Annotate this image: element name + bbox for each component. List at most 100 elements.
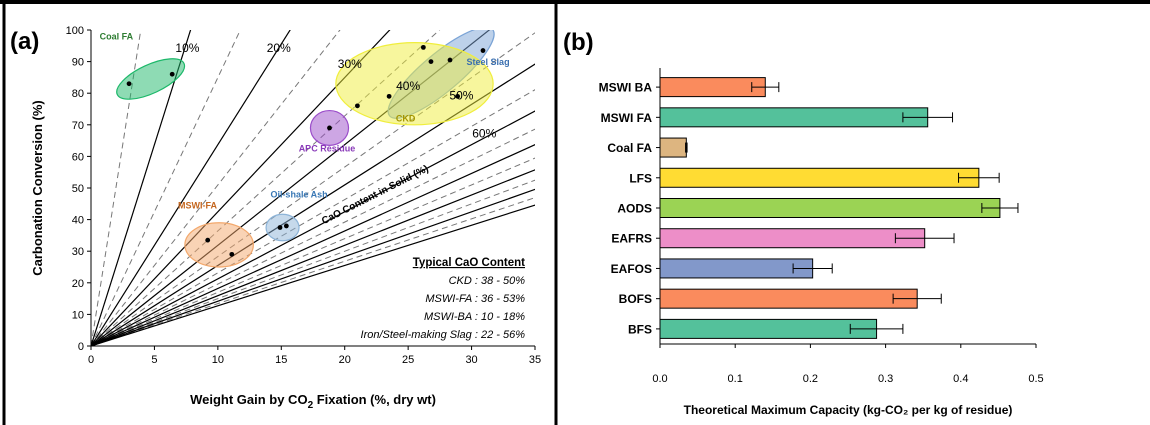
category-label: MSWI FA <box>601 111 653 125</box>
x-tick-label: 15 <box>275 354 287 366</box>
table-row-ckd: CKD : 38 - 50% <box>449 275 526 287</box>
category-label: AODS <box>617 202 652 216</box>
content-line-label: 40% <box>396 79 420 93</box>
panel-b-chart: MSWI BA MSWI FA Coal FA LFS AODS EAFRS EAFOS BO… <box>599 68 1044 417</box>
table-row-mswi-fa: MSWI-FA : 36 - 53% <box>425 293 525 305</box>
content-line-dashed <box>91 197 535 346</box>
panel-a-axes: 0 5 10 15 20 25 30 35 0 10 20 30 40 50 60 70 80 90 100 <box>66 25 541 366</box>
bar <box>659 137 687 158</box>
y-tick-label: 10 <box>72 309 84 321</box>
data-point <box>277 225 283 230</box>
data-point <box>355 103 360 109</box>
content-line-solid <box>91 144 535 346</box>
x-tick-label: 20 <box>339 354 351 366</box>
content-line-solid <box>91 204 535 346</box>
data-points: Coal FA Steel Slag CKD APC Residue Oil-shale… <box>100 31 510 257</box>
content-line-labels: 10% 20% 30% 40% 50% 60% <box>175 41 496 140</box>
data-point <box>455 93 461 99</box>
content-line-dashed <box>91 157 535 346</box>
group-label: Steel Slag <box>467 57 510 67</box>
category-label: LFS <box>629 171 652 185</box>
residue-ellipses <box>116 30 495 268</box>
panel-a-label: (a) <box>10 28 39 55</box>
content-line-dashed <box>91 30 441 346</box>
bar <box>659 318 878 339</box>
content-line-label: 10% <box>175 41 199 55</box>
x-tick-label: 0.5 <box>1028 373 1043 385</box>
y-tick-label: 80 <box>72 88 84 100</box>
category-label: Coal FA <box>607 141 652 155</box>
y-tick-label: 20 <box>72 278 84 290</box>
x-axis-label-rest: Fixation (%, dry wt) <box>313 392 436 407</box>
y-tick-label: 90 <box>72 57 84 69</box>
y-tick-label: 30 <box>72 246 84 258</box>
content-line-dashed <box>91 89 535 346</box>
group-ellipse <box>116 58 186 100</box>
bar <box>659 107 929 128</box>
y-tick-label: 0 <box>78 341 84 353</box>
data-point <box>447 57 453 63</box>
x-tick-label: 5 <box>151 354 157 366</box>
content-line-solid <box>91 63 535 346</box>
content-line-label: 60% <box>472 126 496 140</box>
category-label: BOFS <box>619 292 652 306</box>
data-point <box>169 71 175 77</box>
bar <box>659 288 918 309</box>
x-tick-label: 0.4 <box>953 373 968 385</box>
data-point <box>327 125 332 131</box>
data-point <box>480 48 486 53</box>
panel-b-label: (b) <box>563 29 594 56</box>
y-tick-label: 100 <box>66 25 84 37</box>
content-line-label: 20% <box>267 41 291 55</box>
cao-content-lines <box>91 30 535 346</box>
bar <box>659 167 980 188</box>
category-label: BFS <box>628 322 652 336</box>
data-point <box>386 93 392 99</box>
data-point <box>420 44 426 50</box>
data-point <box>428 59 434 64</box>
data-point <box>126 81 132 87</box>
panel-a-chart: Coal FA Steel Slag CKD APC Residue Oil-shale… <box>30 25 541 411</box>
group-label: Coal FA <box>100 31 134 41</box>
group-label: APC Residue <box>299 144 356 154</box>
x-axis-label-b: Theoretical Maximum Capacity (kg-CO₂ per… <box>684 403 1013 417</box>
group-ellipse <box>335 42 494 126</box>
x-tick-label: 0 <box>88 354 94 366</box>
x-tick-label: 0.3 <box>878 373 893 385</box>
bar <box>659 228 926 249</box>
group-label: Oil-shale Ash <box>270 189 327 199</box>
bar <box>659 77 766 98</box>
category-label: EAFRS <box>611 232 652 246</box>
group-label: CKD <box>396 114 416 124</box>
group-ellipse <box>265 213 300 242</box>
category-label: MSWI BA <box>599 81 653 95</box>
content-line-solid <box>91 169 535 346</box>
table-title: Typical CaO Content <box>413 257 525 269</box>
content-line-solid <box>91 30 491 346</box>
y-tick-label: 70 <box>72 120 84 132</box>
x-tick-label: 35 <box>529 354 541 366</box>
panel-b-axes: MSWI BA MSWI FA Coal FA LFS AODS EAFRS EAFOS BO… <box>599 68 1044 385</box>
y-tick-label: 40 <box>72 215 84 227</box>
content-line-dashed <box>91 32 535 346</box>
x-axis-label-subscript: 2 <box>308 400 314 411</box>
data-point <box>283 223 289 229</box>
data-point <box>229 251 235 257</box>
y-tick-label: 60 <box>72 151 84 163</box>
x-tick-label: 30 <box>465 354 477 366</box>
y-axis-label: Carbonation Conversion (%) <box>30 100 45 276</box>
content-line-solid <box>91 30 291 346</box>
content-line-dashed <box>91 179 535 346</box>
content-line-solid <box>91 188 535 346</box>
x-tick-label: 0.2 <box>803 373 818 385</box>
table-row-slag: Iron/Steel-making Slag : 22 - 56% <box>361 329 526 341</box>
table-row-mswi-ba: MSWI-BA : 10 - 18% <box>424 311 525 323</box>
content-line-solid <box>91 110 535 346</box>
data-point <box>205 237 211 243</box>
x-axis-label: Weight Gain by CO2 Fixation (%, dry wt) <box>190 392 436 411</box>
x-tick-label: 0.1 <box>728 373 743 385</box>
category-label: EAFOS <box>611 262 652 276</box>
group-label: MSWI-FA <box>178 201 217 211</box>
